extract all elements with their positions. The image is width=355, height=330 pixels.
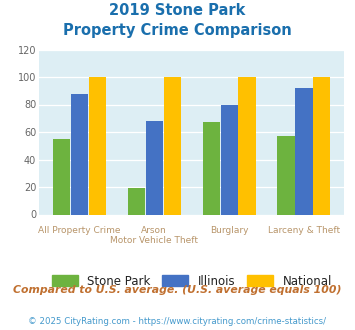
Text: © 2025 CityRating.com - https://www.cityrating.com/crime-statistics/: © 2025 CityRating.com - https://www.city… — [28, 317, 327, 326]
Bar — [71, 93, 88, 214]
Bar — [220, 105, 238, 214]
Text: Compared to U.S. average. (U.S. average equals 100): Compared to U.S. average. (U.S. average … — [13, 285, 342, 295]
Text: Burglary: Burglary — [210, 226, 248, 235]
Text: Motor Vehicle Theft: Motor Vehicle Theft — [110, 236, 198, 245]
Bar — [53, 139, 70, 214]
Bar — [313, 77, 331, 214]
Text: Larceny & Theft: Larceny & Theft — [268, 226, 340, 235]
Bar — [89, 77, 106, 214]
Text: Arson: Arson — [141, 226, 167, 235]
Text: All Property Crime: All Property Crime — [38, 226, 121, 235]
Legend: Stone Park, Illinois, National: Stone Park, Illinois, National — [47, 270, 337, 292]
Bar — [277, 136, 295, 214]
Bar — [128, 188, 145, 214]
Bar — [164, 77, 181, 214]
Text: Property Crime Comparison: Property Crime Comparison — [63, 23, 292, 38]
Bar — [203, 122, 220, 214]
Bar — [295, 88, 312, 214]
Text: 2019 Stone Park: 2019 Stone Park — [109, 3, 246, 18]
Bar — [146, 121, 163, 214]
Bar — [239, 77, 256, 214]
